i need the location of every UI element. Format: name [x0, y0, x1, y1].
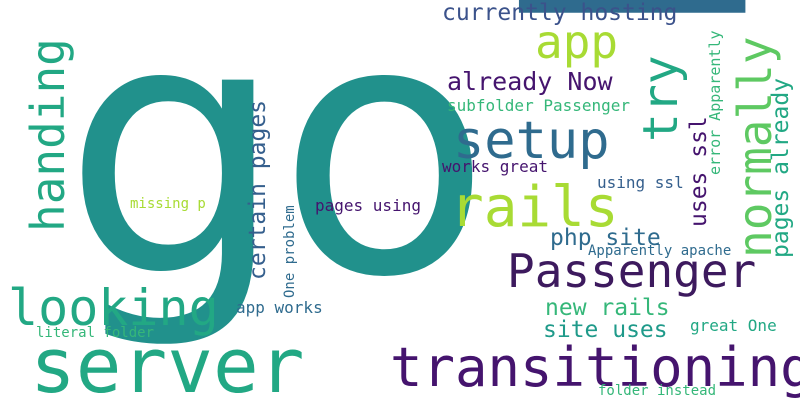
word-folder-instead: folder instead: [598, 383, 717, 399]
word-currently-hosting: currently hosting: [442, 0, 678, 26]
word-one-problem: One problem: [282, 205, 298, 298]
word-site-uses: site uses: [543, 317, 668, 343]
word-certain-pages: certain pages: [245, 99, 271, 280]
word-looking: looking: [8, 279, 219, 337]
word-pages-already: pages already: [768, 77, 794, 258]
word-missing-p: missing p: [130, 196, 206, 212]
word-try: try: [633, 55, 689, 142]
word-error-apparently: error Apparently: [706, 30, 724, 176]
word-rails: rails: [450, 175, 619, 240]
word-app-works: app works: [236, 298, 323, 317]
word-setup: setup: [453, 111, 610, 171]
word-already-now: already Now: [447, 67, 613, 96]
word-subfolder-passenger: subfolder Passenger: [447, 96, 631, 115]
word-passenger: Passenger: [507, 244, 757, 298]
word-server: server: [30, 321, 305, 400]
word-new-rails: new rails: [545, 295, 670, 321]
word-literal-folder: literal folder: [36, 325, 155, 341]
word-using-ssl: using ssl: [597, 173, 684, 192]
word-handing: handing: [21, 38, 75, 232]
word-php-site: php site: [550, 225, 661, 251]
word-app: app: [535, 15, 619, 69]
word-transitioning: transitioning: [390, 336, 800, 399]
word-go: go: [63, 0, 491, 354]
word-apparently-apache: Apparently apache: [588, 243, 732, 259]
word-works-great: works great: [442, 157, 548, 176]
word-great-one: great One: [690, 316, 777, 335]
word-pages-using: pages using: [315, 196, 421, 215]
